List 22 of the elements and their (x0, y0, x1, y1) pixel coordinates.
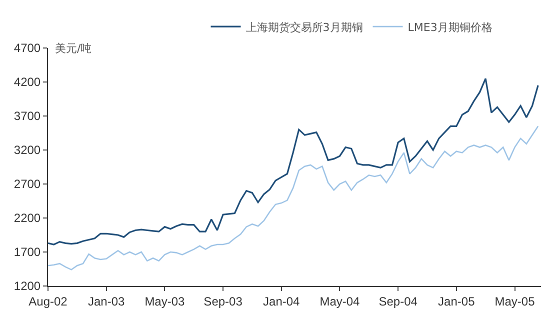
y-axis-title: 美元/吨 (55, 42, 92, 55)
y-tick-label: 2700 (14, 177, 41, 192)
line-series (48, 78, 539, 246)
x-tick-label: May-04 (320, 294, 360, 308)
y-tick-label: 1700 (14, 245, 41, 260)
y-tick-label: 3700 (14, 109, 41, 124)
x-tick-label: Sep-03 (204, 294, 243, 308)
y-tick-label: 1200 (14, 279, 41, 294)
line-series (48, 126, 539, 270)
x-tick-label: May-03 (144, 294, 186, 308)
y-tick-label: 3200 (14, 143, 41, 158)
x-tick-label: May-05 (494, 294, 536, 308)
x-tick-label: Jan-05 (438, 294, 476, 308)
y-tick-label: 4700 (14, 41, 41, 56)
legend-label: 上海期货交易所3月期铜 (246, 20, 363, 34)
x-tick-label: Sep-04 (378, 294, 418, 308)
y-tick-label: 2200 (14, 211, 41, 226)
y-tick-label: 4200 (14, 75, 41, 90)
x-tick-label: Aug-02 (28, 294, 68, 308)
legend-label: LME3月期铜价格 (408, 20, 492, 34)
x-tick-label: Jan-03 (88, 294, 126, 308)
x-tick-label: Jan-04 (263, 294, 300, 308)
